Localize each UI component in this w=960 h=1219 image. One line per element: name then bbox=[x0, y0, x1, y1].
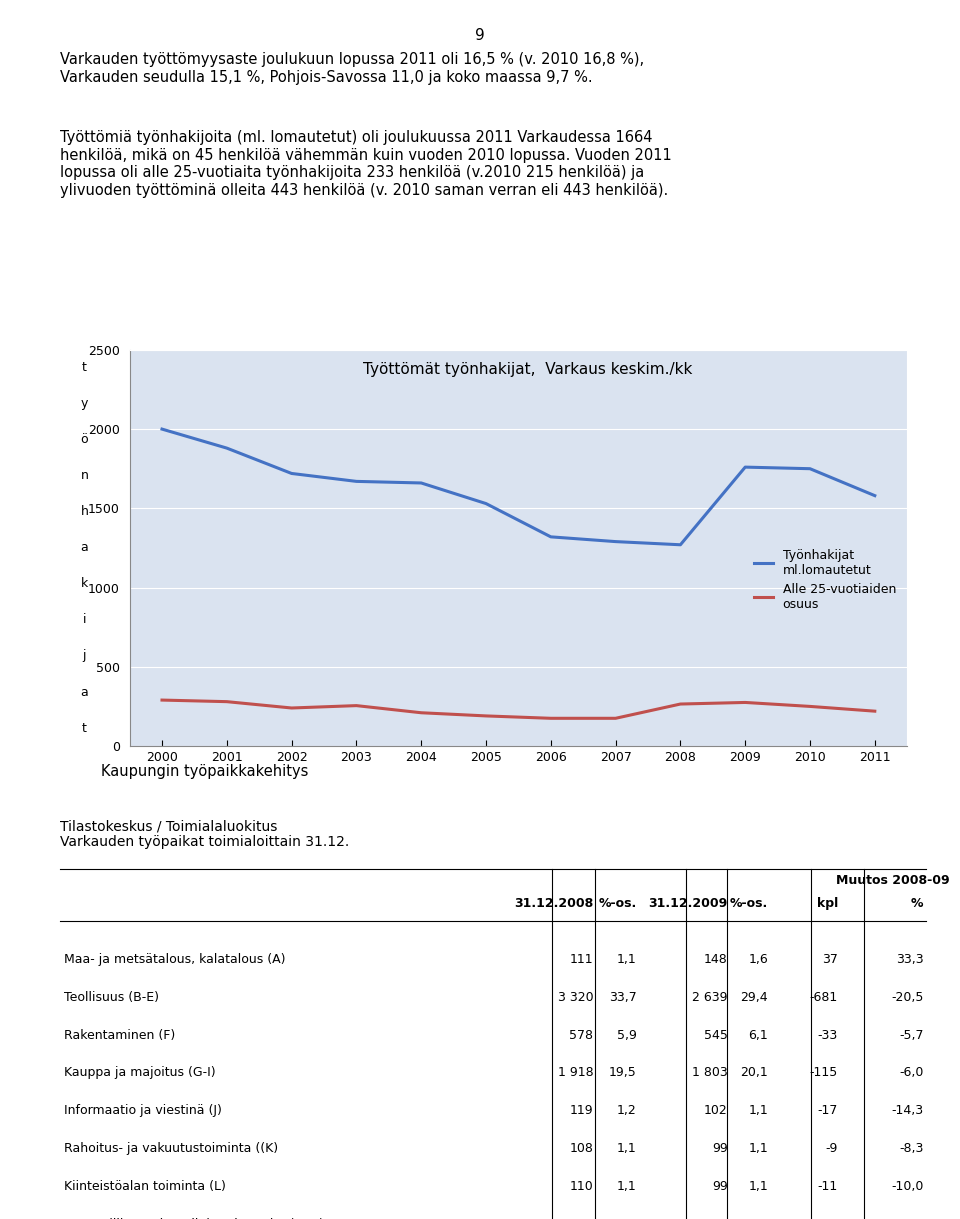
Text: Varkauden työttömyysaste joulukuun lopussa 2011 oli 16,5 % (v. 2010 16,8 %),
Var: Varkauden työttömyysaste joulukuun lopus… bbox=[60, 52, 644, 85]
Text: -9: -9 bbox=[826, 1142, 838, 1154]
Text: Rakentaminen (F): Rakentaminen (F) bbox=[64, 1029, 176, 1041]
Text: Informaatio ja viestinä (J): Informaatio ja viestinä (J) bbox=[64, 1104, 222, 1117]
Text: 111: 111 bbox=[569, 953, 593, 965]
Text: 148: 148 bbox=[704, 953, 728, 965]
Text: 10,2: 10,2 bbox=[740, 1218, 768, 1219]
Text: -11: -11 bbox=[818, 1180, 838, 1192]
Text: 102: 102 bbox=[704, 1104, 728, 1117]
Text: -17: -17 bbox=[818, 1104, 838, 1117]
Text: 29,4: 29,4 bbox=[740, 991, 768, 1003]
Text: 99: 99 bbox=[712, 1180, 728, 1192]
Text: 5,9: 5,9 bbox=[616, 1029, 636, 1041]
Text: -7,5: -7,5 bbox=[899, 1218, 924, 1219]
Text: kpl: kpl bbox=[817, 897, 838, 911]
Text: -14,3: -14,3 bbox=[892, 1104, 924, 1117]
Text: 1,1: 1,1 bbox=[616, 953, 636, 965]
Text: 99: 99 bbox=[712, 1142, 728, 1154]
Text: n: n bbox=[81, 469, 88, 483]
Text: j: j bbox=[83, 650, 86, 662]
Text: 33,3: 33,3 bbox=[896, 953, 924, 965]
Text: 31.12.2009: 31.12.2009 bbox=[648, 897, 728, 911]
Text: -681: -681 bbox=[810, 991, 838, 1003]
Text: 1,1: 1,1 bbox=[616, 1180, 636, 1192]
Text: 119: 119 bbox=[569, 1104, 593, 1117]
Text: Maa- ja metsätalous, kalatalous (A): Maa- ja metsätalous, kalatalous (A) bbox=[64, 953, 286, 965]
Text: Kaupungin työpaikkakehitys: Kaupungin työpaikkakehitys bbox=[101, 764, 308, 779]
Text: a: a bbox=[81, 541, 88, 555]
Text: y: y bbox=[81, 397, 88, 411]
Text: Ammatillinen, tieteell. ja tekn. toim.(M-N): Ammatillinen, tieteell. ja tekn. toim.(M… bbox=[64, 1218, 324, 1219]
Text: -5,7: -5,7 bbox=[899, 1029, 924, 1041]
Text: i: i bbox=[83, 613, 86, 627]
Text: 3 320: 3 320 bbox=[558, 991, 593, 1003]
Text: 9: 9 bbox=[475, 28, 485, 43]
Text: 578: 578 bbox=[569, 1029, 593, 1041]
Text: Työttömiä työnhakijoita (ml. lomautetut) oli joulukuussa 2011 Varkaudessa 1664
h: Työttömiä työnhakijoita (ml. lomautetut)… bbox=[60, 130, 672, 197]
Text: t: t bbox=[82, 361, 87, 374]
Text: 10,1: 10,1 bbox=[609, 1218, 636, 1219]
Text: -20,5: -20,5 bbox=[891, 991, 924, 1003]
Text: Tilastokeskus / Toimialaluokitus
Varkauden työpaikat toimialoittain 31.12.: Tilastokeskus / Toimialaluokitus Varkaud… bbox=[60, 819, 349, 850]
Text: 1,2: 1,2 bbox=[616, 1104, 636, 1117]
Text: 1,1: 1,1 bbox=[748, 1104, 768, 1117]
Text: h: h bbox=[81, 506, 88, 518]
Text: -115: -115 bbox=[810, 1067, 838, 1079]
Text: a: a bbox=[81, 685, 88, 698]
Text: 1,6: 1,6 bbox=[748, 953, 768, 965]
Text: Kiinteistöalan toiminta (L): Kiinteistöalan toiminta (L) bbox=[64, 1180, 227, 1192]
Text: %-os.: %-os. bbox=[598, 897, 636, 911]
Text: 917: 917 bbox=[704, 1218, 728, 1219]
Text: 1,1: 1,1 bbox=[616, 1142, 636, 1154]
Legend: Työnhakijat
ml.lomautetut, Alle 25-vuotiaiden
osuus: Työnhakijat ml.lomautetut, Alle 25-vuoti… bbox=[749, 544, 900, 616]
Text: -10,0: -10,0 bbox=[891, 1180, 924, 1192]
Text: 20,1: 20,1 bbox=[740, 1067, 768, 1079]
Text: Työttömät työnhakijat,  Varkaus keskim./kk: Työttömät työnhakijat, Varkaus keskim./k… bbox=[363, 362, 692, 377]
Text: 1,1: 1,1 bbox=[748, 1142, 768, 1154]
Text: k: k bbox=[81, 578, 88, 590]
Text: 37: 37 bbox=[822, 953, 838, 965]
Text: 2 639: 2 639 bbox=[692, 991, 728, 1003]
Text: 31.12.2008: 31.12.2008 bbox=[514, 897, 593, 911]
Text: -8,3: -8,3 bbox=[900, 1142, 924, 1154]
Text: ö: ö bbox=[81, 434, 88, 446]
Text: -33: -33 bbox=[818, 1029, 838, 1041]
Text: -6,0: -6,0 bbox=[900, 1067, 924, 1079]
Text: Teollisuus (B-E): Teollisuus (B-E) bbox=[64, 991, 159, 1003]
Text: 33,7: 33,7 bbox=[609, 991, 636, 1003]
Text: %-os.: %-os. bbox=[730, 897, 768, 911]
Text: t: t bbox=[82, 722, 87, 735]
Text: 1,1: 1,1 bbox=[748, 1180, 768, 1192]
Text: 108: 108 bbox=[569, 1142, 593, 1154]
Text: 110: 110 bbox=[569, 1180, 593, 1192]
Text: 991: 991 bbox=[569, 1218, 593, 1219]
Text: Rahoitus- ja vakuutustoiminta ((K): Rahoitus- ja vakuutustoiminta ((K) bbox=[64, 1142, 278, 1154]
Text: 6,1: 6,1 bbox=[748, 1029, 768, 1041]
Text: Muutos 2008-09: Muutos 2008-09 bbox=[836, 874, 949, 887]
Text: -74: -74 bbox=[818, 1218, 838, 1219]
Text: 19,5: 19,5 bbox=[609, 1067, 636, 1079]
Text: %: % bbox=[911, 897, 924, 911]
Text: Kauppa ja majoitus (G-I): Kauppa ja majoitus (G-I) bbox=[64, 1067, 216, 1079]
Text: 545: 545 bbox=[704, 1029, 728, 1041]
Text: 1 803: 1 803 bbox=[692, 1067, 728, 1079]
Text: 1 918: 1 918 bbox=[558, 1067, 593, 1079]
